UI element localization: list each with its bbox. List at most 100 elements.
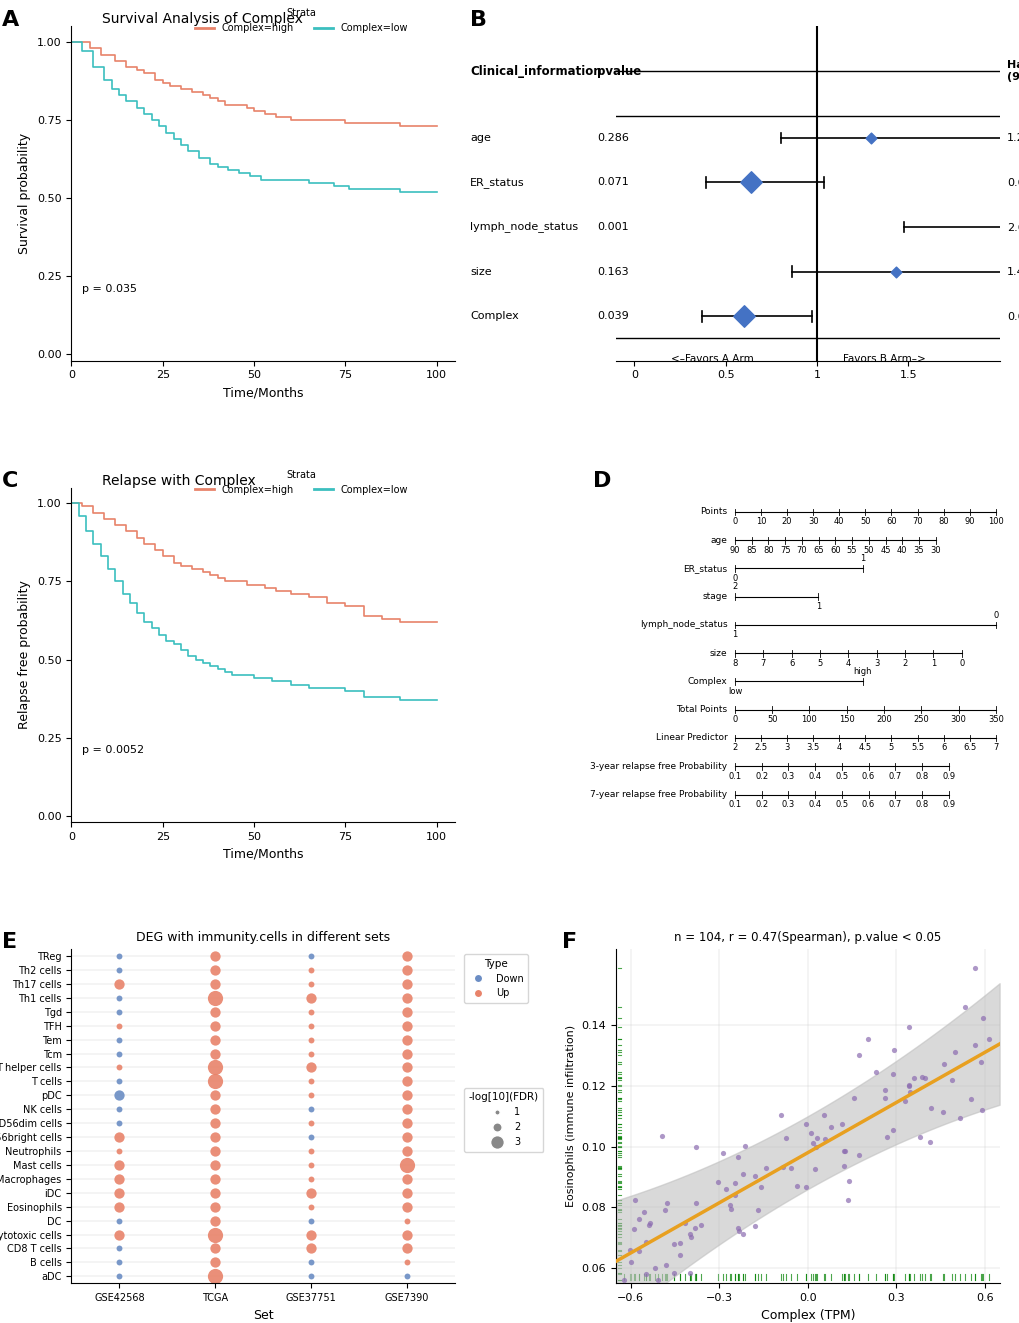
Point xyxy=(677,1212,693,1233)
Point xyxy=(207,1168,223,1189)
X-axis label: Set: Set xyxy=(253,1308,273,1322)
Text: 300: 300 xyxy=(950,716,965,724)
Text: 0.2: 0.2 xyxy=(754,800,767,808)
Text: 1: 1 xyxy=(930,659,935,668)
Point xyxy=(776,1127,793,1148)
Y-axis label: Eosinophils (immune infiltration): Eosinophils (immune infiltration) xyxy=(566,1025,576,1208)
Text: 0.5: 0.5 xyxy=(835,800,848,808)
Text: 0.3: 0.3 xyxy=(781,771,794,781)
Point xyxy=(207,1183,223,1204)
Point xyxy=(922,1098,938,1119)
Point xyxy=(207,1252,223,1273)
Text: 3.5: 3.5 xyxy=(806,744,819,753)
Text: Favors B Arm–>: Favors B Arm–> xyxy=(843,355,925,364)
Text: age: age xyxy=(470,132,491,143)
Text: 0.4: 0.4 xyxy=(808,800,821,808)
Text: 60: 60 xyxy=(886,517,896,527)
Text: 30: 30 xyxy=(929,545,941,554)
Point xyxy=(303,1002,319,1023)
Point xyxy=(303,1140,319,1162)
Text: 0.6(0.369–0.975): 0.6(0.369–0.975) xyxy=(1007,311,1019,321)
Point xyxy=(398,1015,415,1036)
Text: 85: 85 xyxy=(746,545,756,554)
Point xyxy=(303,1183,319,1204)
Point xyxy=(886,1040,902,1061)
Point xyxy=(207,1002,223,1023)
Text: Total Points: Total Points xyxy=(676,705,727,714)
Point xyxy=(303,1085,319,1106)
Point xyxy=(721,1195,738,1216)
Point xyxy=(626,1189,642,1211)
Text: F: F xyxy=(561,933,577,953)
Point xyxy=(207,974,223,995)
Point xyxy=(207,1043,223,1064)
Point xyxy=(804,1132,820,1154)
Text: D: D xyxy=(592,471,610,491)
Text: 0.6: 0.6 xyxy=(861,800,874,808)
Text: 40: 40 xyxy=(896,545,907,554)
Point xyxy=(207,1070,223,1091)
Text: 3: 3 xyxy=(873,659,878,668)
Point xyxy=(717,1179,734,1200)
Text: 7-year relapse free Probability: 7-year relapse free Probability xyxy=(590,790,727,799)
Point xyxy=(665,1233,682,1254)
Point xyxy=(783,1158,799,1179)
Point xyxy=(303,1043,319,1064)
Point xyxy=(837,1140,853,1162)
X-axis label: Time/Months: Time/Months xyxy=(223,847,303,860)
Point xyxy=(845,1088,861,1109)
Point xyxy=(207,1140,223,1162)
Text: Hazard Ratio
(95% CI): Hazard Ratio (95% CI) xyxy=(1007,61,1019,82)
Point xyxy=(921,1131,937,1152)
Text: 75: 75 xyxy=(780,545,790,554)
Point xyxy=(962,1089,978,1110)
Text: 8: 8 xyxy=(732,659,737,668)
Point xyxy=(625,1218,641,1240)
Point xyxy=(207,1266,223,1287)
Point xyxy=(913,1066,929,1088)
Point xyxy=(821,1117,838,1138)
Point xyxy=(303,987,319,1008)
Text: 7: 7 xyxy=(993,744,998,753)
Text: Complex: Complex xyxy=(687,677,727,685)
Text: 350: 350 xyxy=(986,716,1003,724)
Point xyxy=(303,1211,319,1232)
Text: 40: 40 xyxy=(834,517,844,527)
Text: 0.6: 0.6 xyxy=(861,771,874,781)
X-axis label: Time/Months: Time/Months xyxy=(223,386,303,400)
Text: 10: 10 xyxy=(755,517,765,527)
Point xyxy=(916,1068,932,1089)
Point xyxy=(730,1220,746,1241)
Point xyxy=(303,1224,319,1245)
Point xyxy=(736,1135,752,1156)
Text: Clinical_information: Clinical_information xyxy=(470,65,601,78)
Point xyxy=(956,996,972,1017)
Point xyxy=(398,1224,415,1245)
Point xyxy=(303,1113,319,1134)
Point xyxy=(887,261,903,282)
Text: pvalue: pvalue xyxy=(596,65,641,78)
Point xyxy=(637,1263,653,1285)
Text: 100: 100 xyxy=(801,716,816,724)
Text: 5.5: 5.5 xyxy=(910,744,923,753)
Text: 55: 55 xyxy=(846,545,857,554)
Point xyxy=(933,1101,950,1122)
Point xyxy=(637,1232,653,1253)
Point xyxy=(207,1015,223,1036)
Text: 0.3: 0.3 xyxy=(781,800,794,808)
Text: 4: 4 xyxy=(845,659,850,668)
Point xyxy=(207,1029,223,1050)
Point xyxy=(951,1107,967,1129)
Text: 0.071: 0.071 xyxy=(596,177,628,188)
Point xyxy=(789,1175,805,1196)
Text: 200: 200 xyxy=(875,716,891,724)
Point xyxy=(901,1082,917,1103)
Point xyxy=(398,946,415,967)
Point xyxy=(656,1199,673,1220)
Point xyxy=(303,1155,319,1176)
Text: 6.5: 6.5 xyxy=(962,744,975,753)
Text: 2.659(1.479–4.782): 2.659(1.479–4.782) xyxy=(1007,222,1019,232)
Y-axis label: Survival probability: Survival probability xyxy=(18,134,32,254)
Point xyxy=(207,1238,223,1259)
Point xyxy=(207,1126,223,1147)
